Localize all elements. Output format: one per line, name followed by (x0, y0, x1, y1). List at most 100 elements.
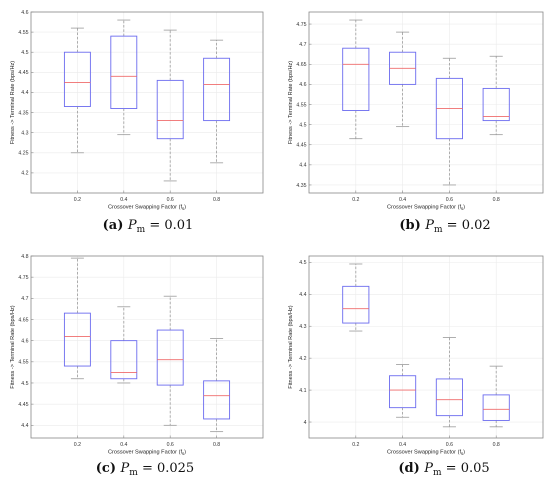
y-tick-label: 4.4 (299, 163, 306, 169)
box-body (156, 79, 184, 140)
x-tick-label: 0.4 (399, 442, 406, 448)
plot-frame (30, 255, 264, 439)
box-0.4 (110, 306, 138, 384)
box-body (110, 340, 138, 380)
x-axis-label: Crossover Swapping Factor (fs) (387, 450, 465, 456)
chart-panel-1: 4.2 4.25 4.3 4.35 4.4 4.45 4.5 4.55 4.6 0.2 0.4 0.6… (10, 10, 264, 211)
box-body (389, 375, 417, 409)
x-tick-label: 0.2 (74, 442, 81, 448)
y-tick-label: 4.7 (299, 42, 306, 48)
box-body (203, 57, 231, 122)
box-body (63, 51, 91, 107)
y-tick-label: 4.45 (18, 402, 28, 408)
box-body (342, 285, 370, 324)
box-0.2 (63, 27, 91, 154)
plot-frame (308, 11, 544, 194)
x-tick-label: 0.8 (493, 442, 500, 448)
x-tick-label: 0.4 (399, 197, 406, 203)
box-0.8 (482, 365, 510, 428)
caption-4: (d) Pm = 0.05 (398, 461, 489, 478)
box-body (342, 47, 370, 111)
box-0.6 (435, 57, 463, 186)
box-body (482, 87, 510, 122)
y-tick-label: 4.4 (21, 423, 28, 429)
x-tick-label: 0.6 (446, 442, 453, 448)
x-axis-label: Crossover Swapping Factor (fs) (108, 205, 186, 211)
y-tick-label: 4.5 (299, 122, 306, 128)
x-tick-label: 0.6 (167, 442, 174, 448)
y-tick-label: 4.2 (299, 356, 306, 362)
caption-3: (c) Pm = 0.025 (96, 461, 194, 478)
box-0.8 (203, 338, 231, 433)
chart-panel-3: 4.4 4.45 4.5 4.55 4.6 4.65 4.7 4.75 4.8 0.2 0.4 0.6… (10, 254, 264, 456)
box-body (110, 35, 138, 109)
y-tick-label: 4.65 (296, 62, 306, 68)
y-axis-label: Fitness -> Terminal Rate (bps/Hz) (10, 61, 16, 144)
box-0.6 (156, 295, 184, 426)
x-tick-label: 0.2 (352, 197, 359, 203)
y-tick-label: 4.75 (296, 22, 306, 28)
caption-2: (b) Pm = 0.02 (399, 218, 490, 235)
y-tick-label: 4.35 (296, 183, 306, 189)
box-body (482, 394, 510, 421)
x-axis-label: Crossover Swapping Factor (fs) (108, 450, 186, 456)
box-body (63, 312, 91, 367)
y-tick-label: 4.3 (21, 130, 28, 136)
y-tick-label: 4.75 (18, 275, 28, 281)
x-tick-label: 0.8 (213, 197, 220, 203)
y-tick-label: 4.2 (21, 171, 28, 177)
x-tick-label: 0.8 (493, 197, 500, 203)
y-tick-label: 4.55 (18, 360, 28, 366)
x-tick-label: 0.2 (352, 442, 359, 448)
x-tick-label: 0.2 (74, 197, 81, 203)
y-tick-label: 4.5 (21, 381, 28, 387)
y-tick-label: 4.5 (21, 50, 28, 56)
box-0.4 (389, 364, 417, 418)
y-axis-label: Fitness -> Terminal Rate (bps/Hz) (288, 305, 294, 388)
y-tick-label: 4.6 (21, 338, 28, 344)
chart-panel-4: 4 4.1 4.2 4.3 4.4 4.5 0.2 0.4 0.6 0.8 Crossover Sw… (288, 255, 544, 456)
y-tick-label: 4.45 (18, 70, 28, 76)
y-axis-label: Fitness -> Terminal Rate (bps/Hz) (10, 305, 16, 388)
x-tick-label: 0.4 (120, 197, 127, 203)
plot-frame (308, 255, 544, 439)
y-tick-label: 4.55 (296, 102, 306, 108)
box-0.2 (342, 19, 370, 140)
y-tick-label: 4.4 (21, 90, 28, 96)
y-tick-label: 4.6 (299, 82, 306, 88)
box-0.8 (203, 39, 231, 164)
box-0.4 (389, 31, 417, 128)
y-tick-label: 4.65 (18, 317, 28, 323)
y-tick-label: 4.4 (299, 292, 306, 298)
y-tick-label: 4.45 (296, 143, 306, 149)
y-tick-label: 4.7 (21, 296, 28, 302)
box-0.6 (156, 29, 184, 182)
x-tick-label: 0.6 (167, 197, 174, 203)
box-0.4 (110, 19, 138, 136)
box-body (156, 329, 184, 386)
chart-panel-2: 4.35 4.4 4.45 4.5 4.55 4.6 4.65 4.7 4.75 0.2 0.4 0.… (288, 11, 544, 211)
y-tick-label: 4.1 (299, 388, 306, 394)
y-tick-label: 4.3 (299, 324, 306, 330)
x-tick-label: 0.4 (120, 442, 127, 448)
y-tick-label: 4.8 (21, 254, 28, 260)
y-tick-label: 4 (304, 420, 307, 426)
box-body (435, 378, 463, 417)
caption-1: (a) Pm = 0.01 (103, 218, 194, 235)
x-tick-label: 0.6 (446, 197, 453, 203)
x-tick-label: 0.8 (213, 442, 220, 448)
box-0.6 (435, 337, 463, 428)
box-0.8 (482, 55, 510, 136)
y-tick-label: 4.5 (299, 260, 306, 266)
x-axis-label: Crossover Swapping Factor (fs) (387, 205, 465, 211)
box-0.2 (63, 257, 91, 380)
plot-frame (30, 11, 264, 194)
y-tick-label: 4.35 (18, 110, 28, 116)
y-tick-label: 4.6 (21, 10, 28, 16)
box-body (203, 380, 231, 420)
y-tick-label: 4.55 (18, 30, 28, 36)
box-0.2 (342, 263, 370, 332)
y-tick-label: 4.25 (18, 151, 28, 157)
y-axis-label: Fitness -> Terminal Rate (bps/Hz) (288, 61, 294, 144)
